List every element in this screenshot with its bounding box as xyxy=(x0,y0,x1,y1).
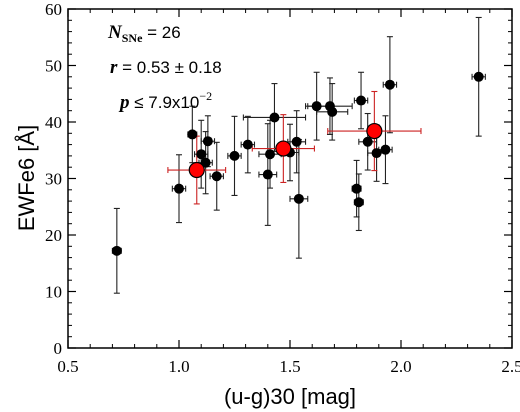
x-tick-label: 2.5 xyxy=(501,357,520,376)
x-tick-label: 0.5 xyxy=(57,357,78,376)
r-symbol: r xyxy=(110,57,118,78)
p-symbol: p xyxy=(118,92,130,113)
data-point xyxy=(291,136,302,147)
y-tick-label: 10 xyxy=(45,283,62,302)
y-tick-label: 0 xyxy=(54,339,63,358)
data-point xyxy=(371,148,382,159)
data-point xyxy=(174,183,184,194)
n-subscript: SNe xyxy=(122,31,143,45)
data-point xyxy=(362,136,373,147)
p-annotation: p ≤ 7.9x10−2 xyxy=(118,89,212,113)
red-data-point xyxy=(275,140,292,157)
data-point xyxy=(202,136,213,147)
n-sne-annotation: NSNe = 26 xyxy=(107,22,181,45)
x-axis-label: (u-g)30 [mag] xyxy=(224,384,356,409)
data-point xyxy=(384,79,395,90)
p-value: ≤ 7.9x10 xyxy=(130,93,200,112)
data-point xyxy=(187,129,198,140)
data-point xyxy=(265,149,276,160)
red-data-point xyxy=(366,122,383,140)
y-tick-label: 30 xyxy=(45,170,62,189)
data-point xyxy=(269,112,280,123)
y-tick-label: 60 xyxy=(45,0,62,19)
y-tick-label: 40 xyxy=(45,113,62,132)
data-point xyxy=(262,169,273,180)
y-tick-label: 50 xyxy=(45,57,62,76)
data-point xyxy=(196,149,207,160)
axis-ticks xyxy=(67,8,513,349)
data-point xyxy=(242,139,253,150)
data-point xyxy=(380,144,391,155)
r-annotation: r = 0.53 ± 0.18 xyxy=(110,57,222,78)
data-point xyxy=(356,95,367,106)
data-point xyxy=(293,193,304,204)
data-point xyxy=(311,101,322,112)
y-tick-label: 20 xyxy=(45,226,62,245)
data-point xyxy=(353,197,364,208)
n-symbol: N xyxy=(107,22,123,43)
data-points xyxy=(111,71,484,256)
data-point xyxy=(111,245,122,256)
y-axis-label: EWFe6 [Å] xyxy=(14,125,39,231)
x-tick-label: 1.5 xyxy=(279,357,300,376)
r-value: = 0.53 ± 0.18 xyxy=(117,58,221,77)
data-point xyxy=(473,71,484,82)
red-data-point xyxy=(188,161,205,179)
x-tick-label: 2.0 xyxy=(390,357,411,376)
p-exponent: −2 xyxy=(199,89,212,103)
data-point xyxy=(229,150,240,161)
n-value: = 26 xyxy=(142,23,180,42)
tick-labels: 0.5 1.0 1.5 2.0 2.5 0 10 20 30 40 50 60 xyxy=(45,0,520,376)
data-point xyxy=(327,106,338,117)
x-tick-label: 1.0 xyxy=(168,357,189,376)
data-point xyxy=(351,183,362,194)
data-point xyxy=(211,171,222,182)
